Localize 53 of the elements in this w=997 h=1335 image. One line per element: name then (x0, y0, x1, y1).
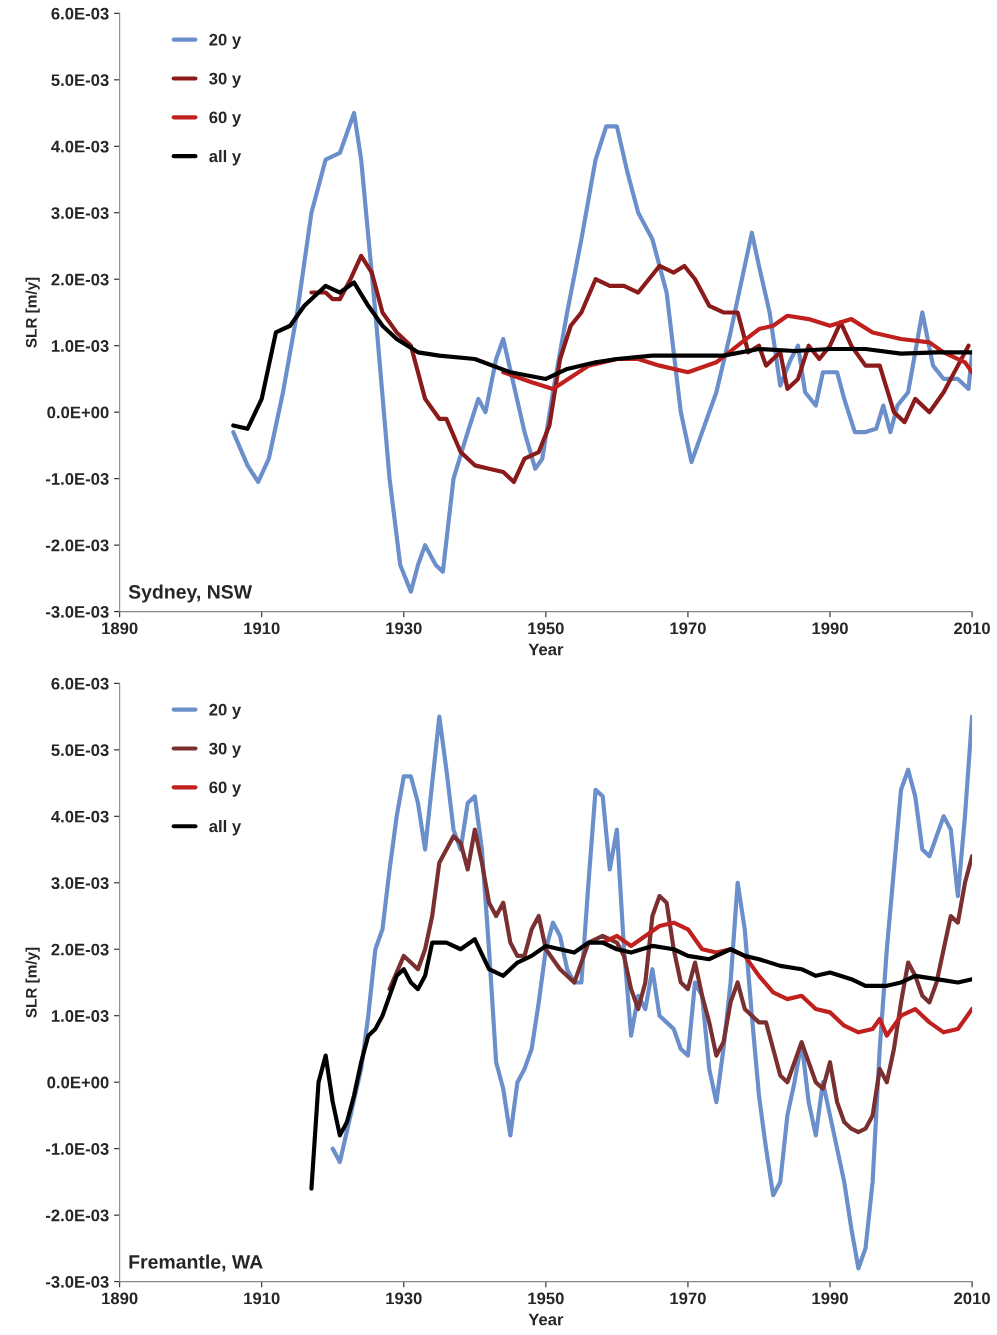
y-tick-label: 5.0E-03 (51, 744, 109, 757)
legend-label: 20 y (209, 33, 242, 49)
x-tick-label: 1930 (386, 1292, 422, 1305)
y-tick-label: 5.0E-03 (51, 74, 109, 87)
legend-label: 60 y (209, 111, 242, 127)
y-tick-label: 6.0E-03 (51, 677, 109, 690)
legend-label: 20 y (209, 703, 242, 719)
y-tick-label: -2.0E-03 (45, 1209, 109, 1222)
y-tick-label: -3.0E-03 (45, 1276, 109, 1288)
y-tick-label: 4.0E-03 (51, 810, 109, 823)
x-tick-label: 1910 (244, 622, 280, 635)
y-tick-label: -1.0E-03 (45, 1143, 109, 1155)
x-tick-label: 1970 (670, 1292, 706, 1305)
y-tick-label: 0.0E+00 (47, 406, 109, 419)
y-tick-label: 6.0E-03 (51, 7, 109, 20)
annotation: Sydney, NSW (128, 584, 253, 603)
x-axis-title: Year (528, 643, 564, 656)
line-series (309, 253, 971, 485)
annotation: Fremantle, WA (129, 1254, 263, 1272)
legend-label: all y (209, 819, 242, 836)
y-tick-label: 1.0E-03 (51, 1010, 109, 1022)
y-tick-label: 4.0E-03 (51, 140, 109, 153)
x-tick-label: 1950 (528, 1292, 564, 1305)
y-tick-label: -1.0E-03 (45, 473, 109, 485)
x-tick-label: 1990 (812, 1292, 848, 1305)
x-tick-label: 2010 (954, 622, 990, 635)
legend-label: 60 y (209, 781, 242, 797)
x-tick-label: 1950 (528, 622, 564, 635)
line-series (309, 937, 973, 1191)
y-tick-label: 1.0E-03 (51, 340, 109, 352)
legend-label: all y (209, 149, 242, 166)
x-tick-label: 1890 (102, 622, 138, 635)
line-series (600, 920, 973, 1038)
line-series (387, 827, 973, 1135)
y-tick-label: 3.0E-03 (51, 877, 109, 890)
legend-label: 30 y (209, 742, 242, 758)
line-series (231, 280, 973, 431)
x-tick-label: 2010 (954, 1292, 990, 1305)
y-tick-label: 2.0E-03 (51, 273, 109, 286)
x-axis-title: Year (528, 1313, 564, 1326)
x-tick-label: 1990 (812, 622, 848, 635)
legend-label: 30 y (209, 72, 242, 88)
x-tick-label: 1890 (102, 1292, 138, 1305)
x-tick-label: 1910 (244, 1292, 280, 1305)
x-tick-label: 1970 (670, 622, 706, 635)
y-tick-label: -3.0E-03 (45, 605, 109, 618)
y-tick-label: -2.0E-03 (45, 539, 109, 552)
y-tick-label: 3.0E-03 (51, 207, 109, 219)
y-tick-label: 0.0E+00 (47, 1076, 109, 1089)
y-axis-title: SLR [m/y] (25, 947, 40, 1018)
y-tick-label: 2.0E-03 (51, 943, 109, 956)
x-tick-label: 1930 (386, 622, 422, 635)
y-axis-title: SLR [m/y] (25, 277, 40, 348)
